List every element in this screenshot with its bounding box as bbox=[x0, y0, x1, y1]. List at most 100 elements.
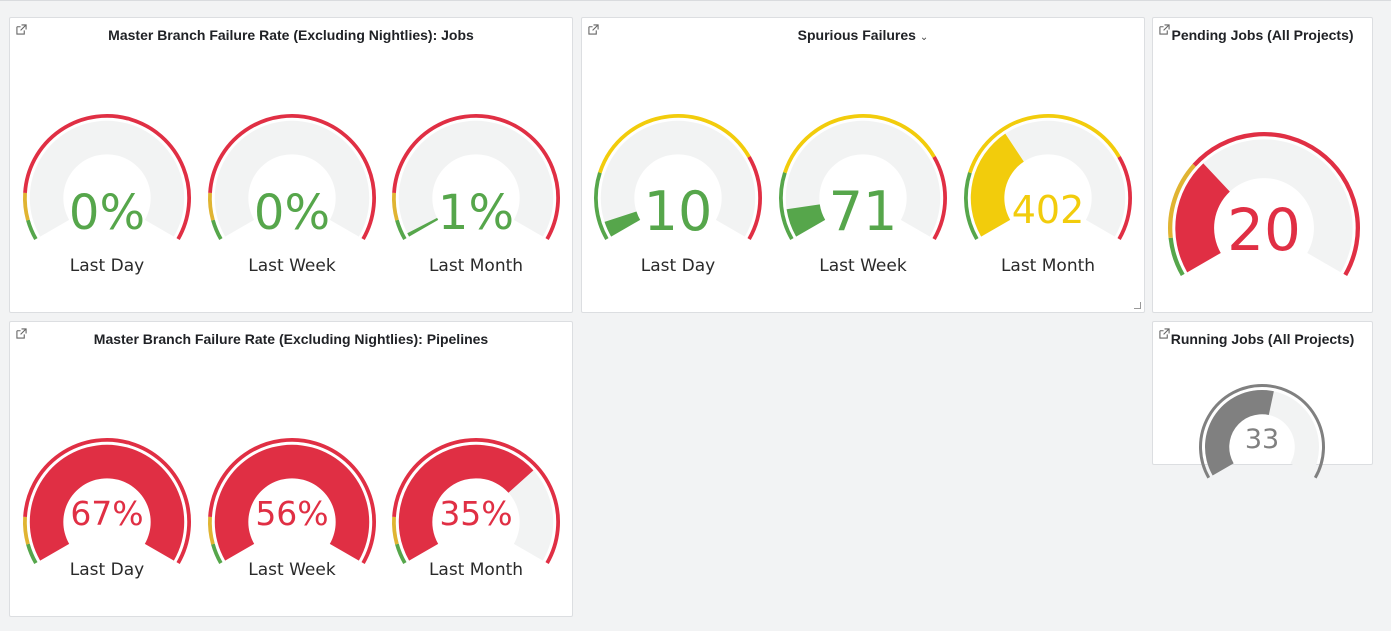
panel-title[interactable]: Master Branch Failure Rate (Excluding Ni… bbox=[108, 27, 474, 43]
panel-running-jobs: Running Jobs (All Projects) 33 bbox=[1152, 321, 1373, 479]
gauge-svg bbox=[1168, 132, 1360, 276]
panel-title-text: Spurious Failures bbox=[797, 27, 916, 43]
threshold-band bbox=[23, 516, 30, 545]
gauge-svg bbox=[594, 114, 762, 240]
panel-jobs-failure-rate: Master Branch Failure Rate (Excluding Ni… bbox=[9, 17, 573, 313]
panel-title[interactable]: Pending Jobs (All Projects) bbox=[1171, 27, 1354, 43]
gauge-pipelines-last-month: 35% Last Month bbox=[392, 402, 560, 602]
external-link-icon[interactable] bbox=[1159, 328, 1170, 339]
gauge-running-jobs: 33 bbox=[1199, 366, 1325, 479]
gauge-pending-jobs: 20 bbox=[1166, 98, 1362, 298]
gauge-svg bbox=[23, 438, 191, 564]
gauge-label: Last Week bbox=[819, 256, 907, 276]
gauge-value: 0% bbox=[68, 185, 146, 241]
threshold-band bbox=[964, 172, 979, 240]
threshold-band bbox=[392, 114, 560, 240]
threshold-band bbox=[392, 516, 399, 545]
gauge-value-fill bbox=[970, 133, 1024, 237]
threshold-band bbox=[392, 192, 399, 221]
gauge-value-fill bbox=[1205, 390, 1274, 476]
panel-title[interactable]: Master Branch Failure Rate (Excluding Ni… bbox=[93, 331, 489, 347]
gauge-svg bbox=[208, 114, 376, 240]
threshold-band bbox=[26, 543, 38, 564]
threshold-band bbox=[779, 172, 794, 240]
external-link-icon[interactable] bbox=[1159, 24, 1170, 35]
threshold-band bbox=[1117, 156, 1132, 240]
external-link-icon[interactable] bbox=[16, 24, 27, 35]
gauge-svg bbox=[779, 114, 947, 240]
gauge-value-fill bbox=[604, 211, 641, 237]
threshold-band bbox=[208, 438, 376, 564]
gauge-value: 56% bbox=[255, 494, 329, 533]
gauge-svg bbox=[208, 438, 376, 564]
gauge-value-fill bbox=[214, 444, 370, 561]
gauge-value-fill bbox=[407, 217, 439, 237]
gauge-value: 402 bbox=[1011, 188, 1085, 232]
gauge-svg bbox=[23, 114, 191, 240]
threshold-band bbox=[598, 114, 751, 174]
gauge-track bbox=[1175, 139, 1353, 273]
gauge-jobs-last-day: 0% Last Day bbox=[23, 98, 191, 298]
gauge-svg bbox=[964, 114, 1132, 240]
gauge-value: 67% bbox=[70, 494, 144, 533]
threshold-band bbox=[395, 219, 407, 240]
threshold-band bbox=[1168, 237, 1185, 276]
threshold-band bbox=[395, 543, 407, 564]
threshold-band bbox=[23, 438, 191, 564]
gauge-track bbox=[600, 120, 756, 237]
threshold-band bbox=[932, 156, 947, 240]
gauge-pipelines-last-week: 56% Last Week bbox=[208, 402, 376, 602]
gauge-label: Last Day bbox=[69, 256, 145, 276]
threshold-band bbox=[747, 156, 762, 240]
threshold-band bbox=[23, 114, 191, 240]
panel-pipelines-failure-rate: Master Branch Failure Rate (Excluding Ni… bbox=[9, 321, 573, 617]
gauge-value-fill bbox=[29, 444, 185, 561]
top-border bbox=[0, 0, 1391, 1]
gauge-svg bbox=[1199, 384, 1325, 479]
gauge-track bbox=[29, 120, 185, 237]
gauge-value: 0% bbox=[253, 185, 331, 241]
gauge-track bbox=[785, 120, 941, 237]
gauge-track bbox=[214, 120, 370, 237]
threshold-band bbox=[1199, 384, 1325, 479]
threshold-band bbox=[1168, 163, 1196, 239]
gauge-value-fill bbox=[1175, 163, 1230, 273]
gauge-svg bbox=[392, 438, 560, 564]
threshold-band bbox=[783, 114, 936, 174]
gauge-label: Last Month bbox=[1000, 256, 1096, 276]
threshold-band bbox=[1192, 132, 1360, 276]
threshold-band bbox=[26, 219, 38, 240]
gauge-label: Last Month bbox=[428, 560, 524, 580]
gauge-value: 35% bbox=[439, 494, 513, 533]
gauge-label: Last Week bbox=[248, 560, 336, 580]
external-link-icon[interactable] bbox=[16, 328, 27, 339]
gauge-jobs-last-month: 1% Last Month bbox=[392, 98, 560, 298]
threshold-band bbox=[211, 219, 223, 240]
threshold-band bbox=[392, 438, 560, 564]
gauge-label: Last Week bbox=[248, 256, 336, 276]
threshold-band bbox=[208, 516, 215, 545]
gauge-value: 71 bbox=[828, 180, 898, 243]
threshold-band bbox=[211, 543, 223, 564]
gauge-value: 1% bbox=[437, 185, 515, 241]
threshold-band bbox=[968, 114, 1121, 174]
gauge-label: Last Day bbox=[69, 560, 145, 580]
gauge-value-fill bbox=[398, 444, 534, 561]
gauge-value-fill bbox=[786, 204, 826, 237]
panel-title[interactable]: Running Jobs (All Projects) bbox=[1170, 331, 1355, 347]
gauge-label: Last Day bbox=[640, 256, 716, 276]
external-link-icon[interactable] bbox=[588, 24, 599, 35]
threshold-band bbox=[23, 192, 30, 221]
chevron-down-icon[interactable]: ⌄ bbox=[919, 32, 929, 43]
threshold-band bbox=[594, 172, 609, 240]
gauge-value: 10 bbox=[643, 180, 713, 243]
panel-title-spurious[interactable]: Spurious Failures ⌄ bbox=[582, 27, 1144, 43]
gauge-value: 33 bbox=[1244, 424, 1280, 455]
gauge-track bbox=[398, 120, 554, 237]
resize-handle[interactable] bbox=[1134, 302, 1141, 309]
panel-pending-jobs: Pending Jobs (All Projects) 20 bbox=[1152, 17, 1373, 313]
gauge-label: Last Month bbox=[428, 256, 524, 276]
threshold-band bbox=[208, 192, 215, 221]
gauge-spurious-last-month: 402 Last Month bbox=[964, 98, 1132, 298]
panel-spurious-failures: Spurious Failures ⌄ 10 Last Day 71 Last Wee… bbox=[581, 17, 1145, 313]
